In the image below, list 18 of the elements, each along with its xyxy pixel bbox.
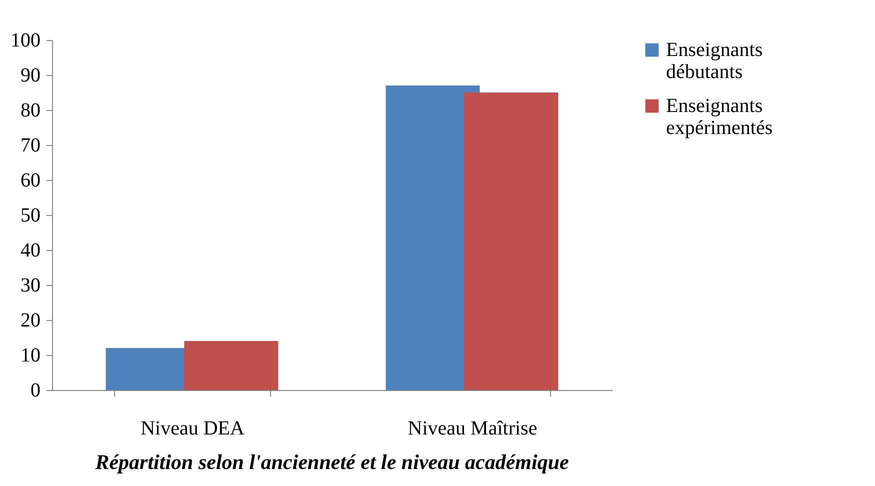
- y-tick-label: 0: [30, 380, 40, 402]
- x-tick-label: Niveau DEA: [140, 418, 245, 440]
- legend-label: Enseignants expérimentés: [666, 95, 773, 139]
- y-tick-label: 30: [20, 274, 40, 296]
- y-tick-label: 20: [20, 310, 40, 332]
- y-tick-label: 40: [20, 240, 40, 262]
- bar: [464, 92, 558, 390]
- y-tick-label: 70: [20, 134, 40, 156]
- x-tick-label: Niveau Maîtrise: [408, 418, 538, 440]
- y-tick-label: 10: [20, 344, 40, 366]
- y-tick-label: 60: [20, 170, 40, 192]
- y-tick-label: 80: [20, 100, 40, 122]
- y-tick-label: 50: [20, 204, 40, 226]
- legend-label: Enseignants débutants: [666, 39, 763, 83]
- text: Répartition selon l'ancienneté et le niveau académique: [94, 450, 569, 474]
- y-tick-label: 100: [10, 30, 40, 52]
- bar: [184, 341, 278, 390]
- y-tick-label: 90: [20, 64, 40, 86]
